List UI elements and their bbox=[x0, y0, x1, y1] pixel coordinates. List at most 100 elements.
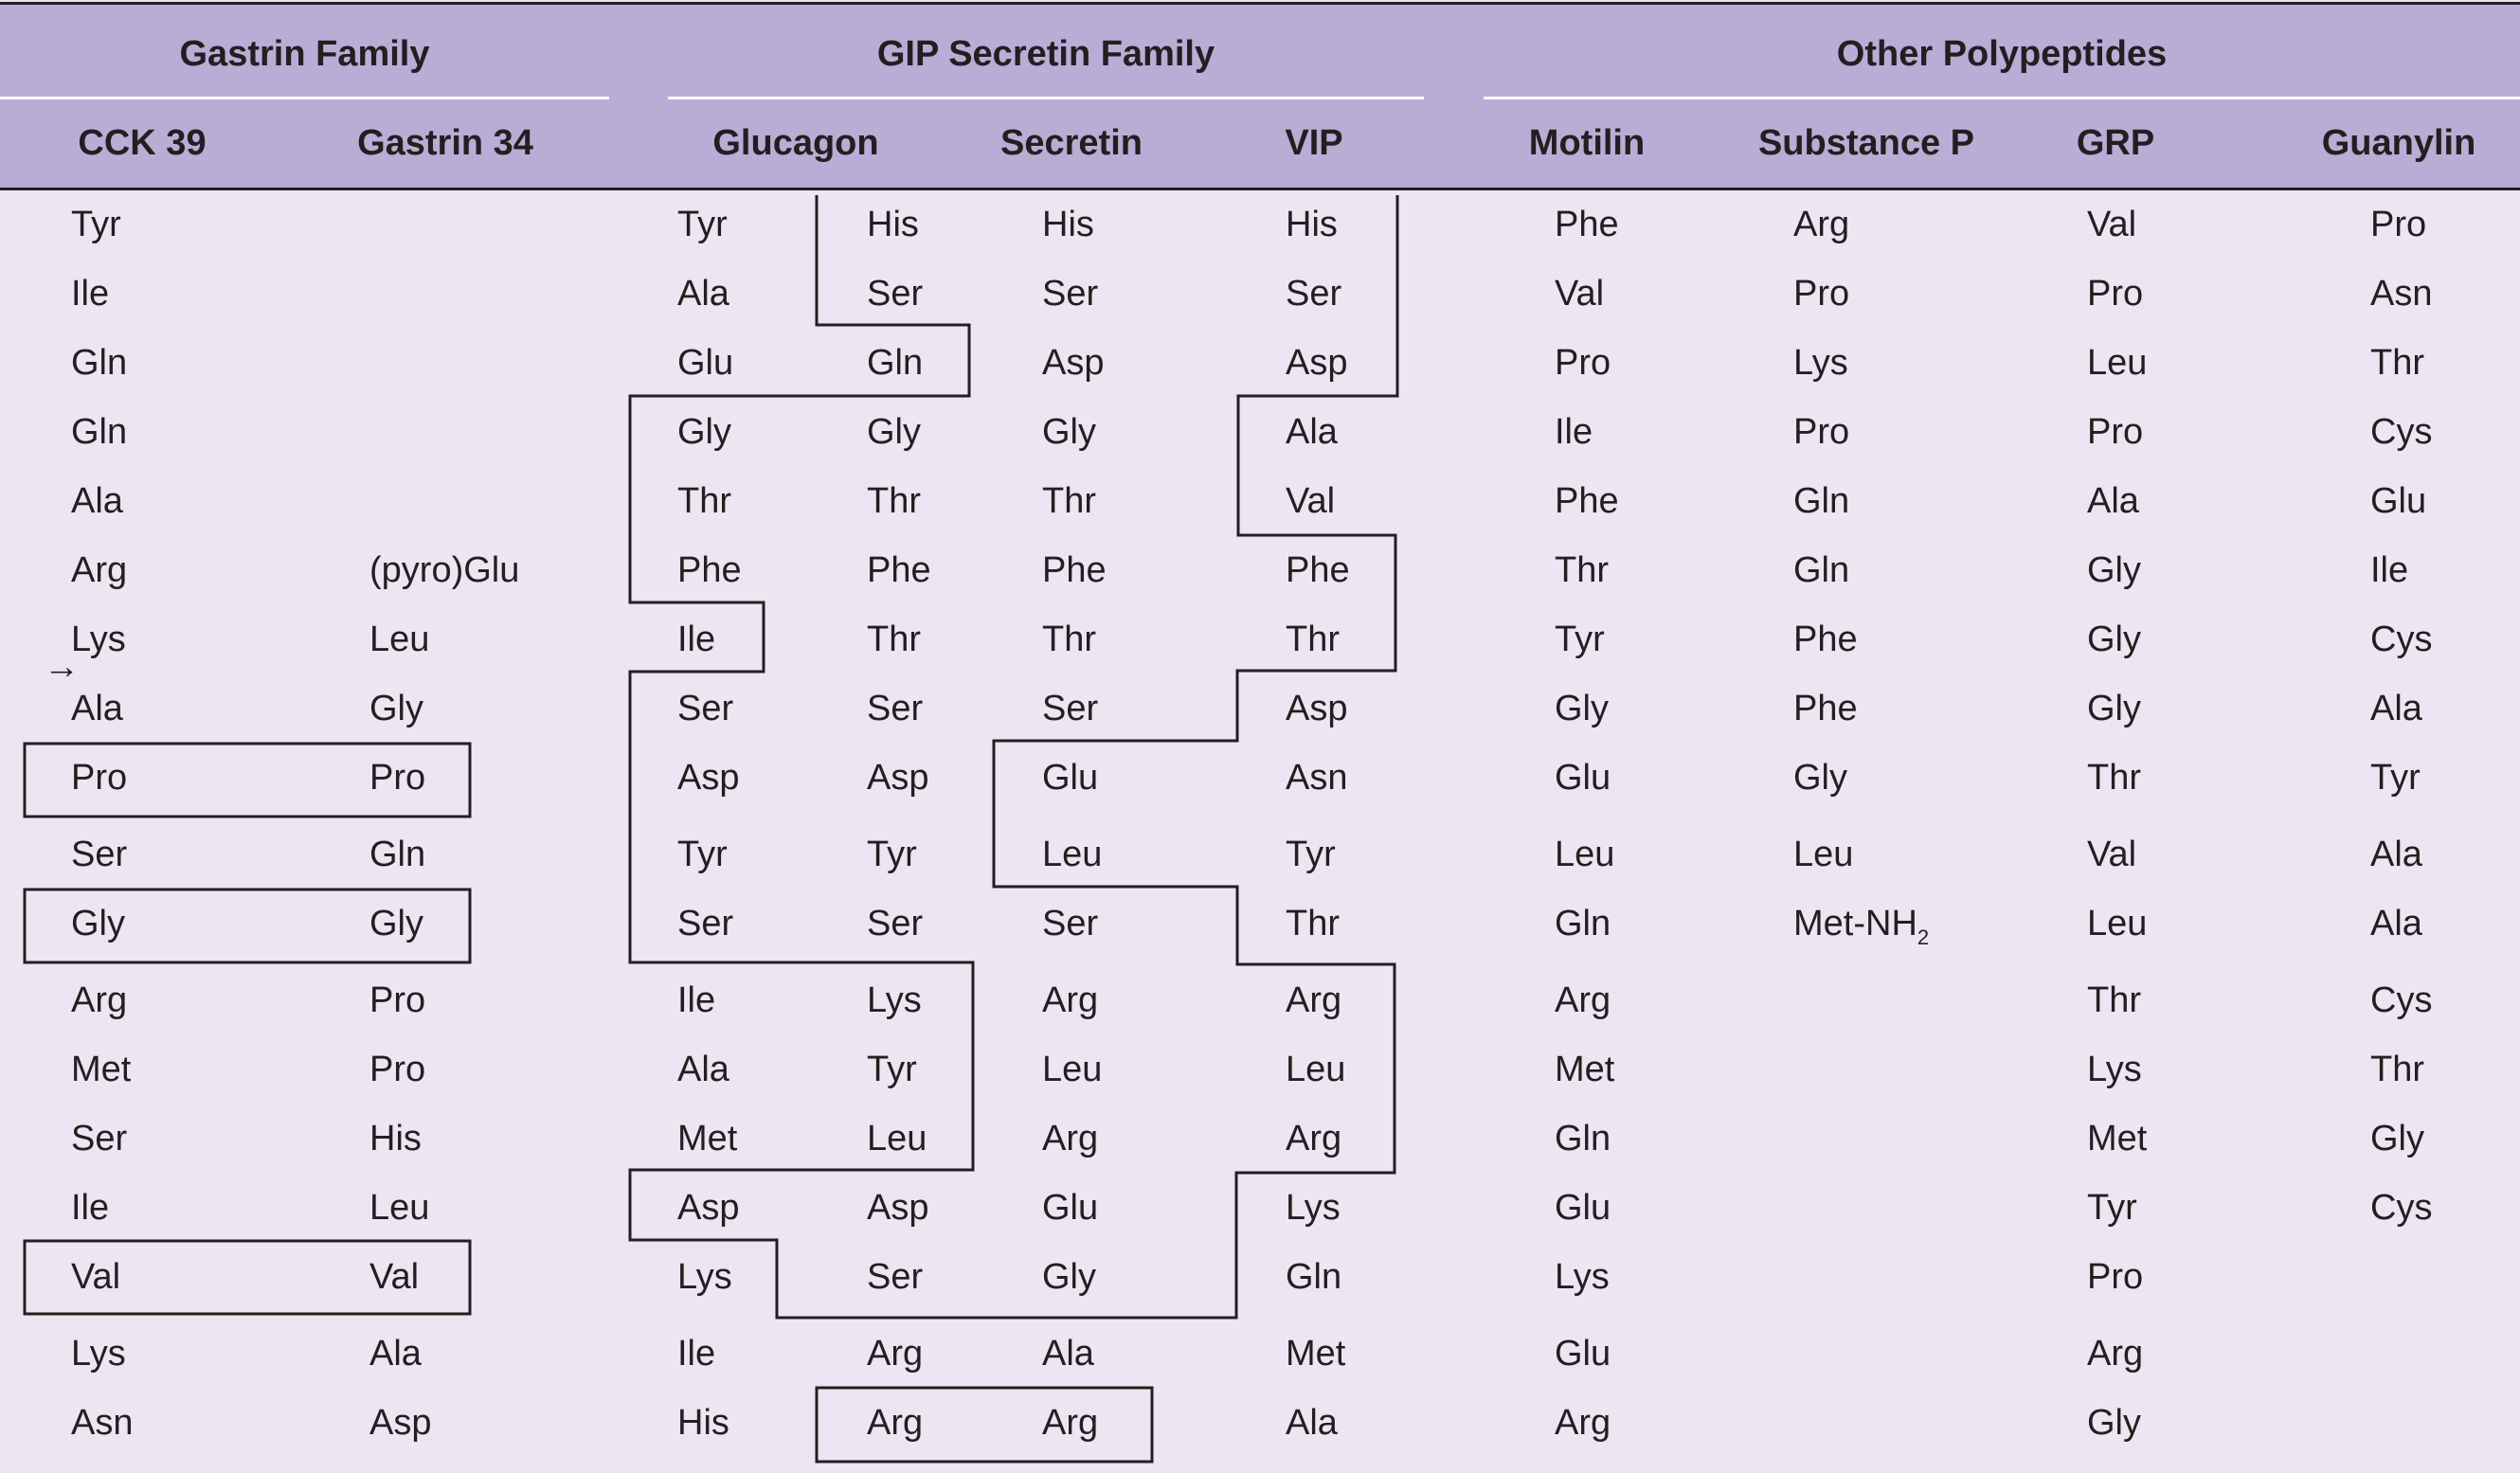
col-cck39: CCK 39 bbox=[78, 123, 207, 163]
cell-text: Glu bbox=[1555, 758, 1611, 798]
cell-text: Lys bbox=[71, 1334, 126, 1374]
top-rule bbox=[0, 2, 2520, 5]
cell-glucagon-b: Ser bbox=[867, 276, 923, 312]
cell-text: Glu bbox=[1555, 1334, 1611, 1374]
group-underline-gip bbox=[668, 97, 1424, 99]
cell-text: Ser bbox=[867, 274, 924, 314]
cell-text: Tyr bbox=[1555, 620, 1605, 659]
cell-grp: Leu bbox=[2087, 906, 2147, 942]
cell-text: Gln bbox=[1555, 904, 1611, 943]
cell-text: Ala bbox=[71, 481, 123, 521]
col-motilin: Motilin bbox=[1528, 123, 1646, 163]
cell-cck39: Gly bbox=[71, 906, 125, 942]
cell-grp: Pro bbox=[2087, 1259, 2143, 1295]
cell-text: Leu bbox=[867, 1119, 927, 1159]
cell-guanylin: Tyr bbox=[2370, 760, 2421, 796]
cell-substance-p: Lys bbox=[1793, 345, 1848, 381]
cell-text: Gly bbox=[369, 689, 423, 728]
cell-glucagon: Tyr bbox=[677, 836, 728, 872]
cell-text: Gln bbox=[71, 412, 128, 452]
cell-text: Thr bbox=[1042, 620, 1096, 659]
cell-text: Lys bbox=[2087, 1050, 2142, 1089]
cell-vip: Ala bbox=[1286, 1405, 1338, 1441]
cell-cck39: Ser bbox=[71, 1121, 127, 1157]
cell-gastrin34: Pro bbox=[369, 1051, 425, 1087]
col-gastrin34: Gastrin 34 bbox=[357, 123, 533, 163]
cell-glucagon-b: His bbox=[867, 207, 919, 243]
cell-text: Met bbox=[71, 1050, 132, 1089]
cell-secretin: His bbox=[1042, 207, 1094, 243]
cell-glucagon: Ile bbox=[677, 982, 715, 1018]
cell-text: Asp bbox=[677, 1188, 740, 1228]
col-guanylin: Guanylin bbox=[2321, 123, 2476, 163]
cell-text: Ser bbox=[71, 835, 128, 874]
cell-glucagon-b: Ser bbox=[867, 906, 923, 942]
box-val-val bbox=[23, 1239, 472, 1316]
cell-text: Pro bbox=[71, 758, 128, 798]
cell-grp: Val bbox=[2087, 836, 2136, 872]
col-substance-p: Substance P bbox=[1757, 123, 1975, 163]
cell-text: Tyr bbox=[1286, 835, 1336, 874]
cell-text: Val bbox=[2087, 205, 2137, 244]
cell-motilin: Gly bbox=[1555, 691, 1609, 727]
cell-grp: Met bbox=[2087, 1121, 2147, 1157]
cell-text: Asp bbox=[867, 758, 929, 798]
cell-glucagon: Met bbox=[677, 1121, 737, 1157]
cell-glucagon: Ile bbox=[677, 621, 715, 657]
cell-secretin: Arg bbox=[1042, 982, 1098, 1018]
cell-text: Thr bbox=[1286, 620, 1340, 659]
cell-text: Ala bbox=[1286, 1403, 1338, 1443]
cell-motilin: Lys bbox=[1555, 1259, 1610, 1295]
cell-text: Met bbox=[1555, 1050, 1615, 1089]
cell-secretin: Ala bbox=[1042, 1336, 1094, 1372]
cell-text: Arg bbox=[1793, 205, 1850, 244]
cell-glucagon: Tyr bbox=[677, 207, 728, 243]
cell-gastrin34: Gly bbox=[369, 906, 423, 942]
cell-guanylin: Ala bbox=[2370, 906, 2422, 942]
cell-grp: Tyr bbox=[2087, 1190, 2137, 1226]
cell-guanylin: Thr bbox=[2370, 1051, 2424, 1087]
cell-secretin: Ser bbox=[1042, 691, 1098, 727]
cell-text: Phe bbox=[1555, 481, 1619, 521]
cell-text: Cys bbox=[2370, 1188, 2433, 1228]
cell-text: Ile bbox=[2370, 550, 2409, 590]
cell-text: Lys bbox=[1793, 343, 1848, 383]
cell-text: Val bbox=[369, 1257, 420, 1297]
cell-vip: Val bbox=[1286, 483, 1335, 519]
cell-glucagon: Ile bbox=[677, 1336, 715, 1372]
cell-text: Asn bbox=[71, 1403, 134, 1443]
cell-text: Ser bbox=[867, 904, 924, 943]
cell-text: Ala bbox=[369, 1334, 422, 1374]
cell-text: Ala bbox=[71, 689, 123, 728]
group-gip-secretin-family: GIP Secretin Family bbox=[876, 34, 1215, 74]
cell-glucagon: Ala bbox=[677, 1051, 729, 1087]
cell-text: Arg bbox=[1286, 980, 1342, 1020]
cell-text: Thr bbox=[677, 481, 731, 521]
cell-motilin: Phe bbox=[1555, 483, 1619, 519]
cell-text: Thr bbox=[2087, 758, 2141, 798]
cell-text: Ser bbox=[1042, 904, 1099, 943]
cell-text: Ser bbox=[677, 904, 734, 943]
cell-text: Ala bbox=[1042, 1334, 1094, 1374]
cell-text: Gln bbox=[867, 343, 924, 383]
cell-text: Arg bbox=[1042, 1403, 1099, 1443]
cell-text: Leu bbox=[369, 620, 430, 659]
cell-motilin: Met bbox=[1555, 1051, 1614, 1087]
cell-text: Thr bbox=[867, 620, 921, 659]
cell-motilin: Arg bbox=[1555, 982, 1611, 1018]
cell-text: Asp bbox=[1042, 343, 1105, 383]
cell-text: Asp bbox=[677, 758, 740, 798]
cell-glucagon: Ser bbox=[677, 691, 733, 727]
cell-substance-p: Gln bbox=[1793, 483, 1849, 519]
cell-secretin: Glu bbox=[1042, 1190, 1098, 1226]
cell-vip: Asn bbox=[1286, 760, 1347, 796]
cell-glucagon: Ser bbox=[677, 906, 733, 942]
cell-text: Pro bbox=[369, 1050, 426, 1089]
cell-cck39: Arg bbox=[71, 982, 127, 1018]
cell-motilin: Ile bbox=[1555, 414, 1593, 450]
cell-text: Thr bbox=[1555, 550, 1609, 590]
cell-text: Gly bbox=[71, 904, 125, 943]
cell-substance-p: Phe bbox=[1793, 691, 1858, 727]
group-gastrin-family: Gastrin Family bbox=[179, 34, 430, 74]
